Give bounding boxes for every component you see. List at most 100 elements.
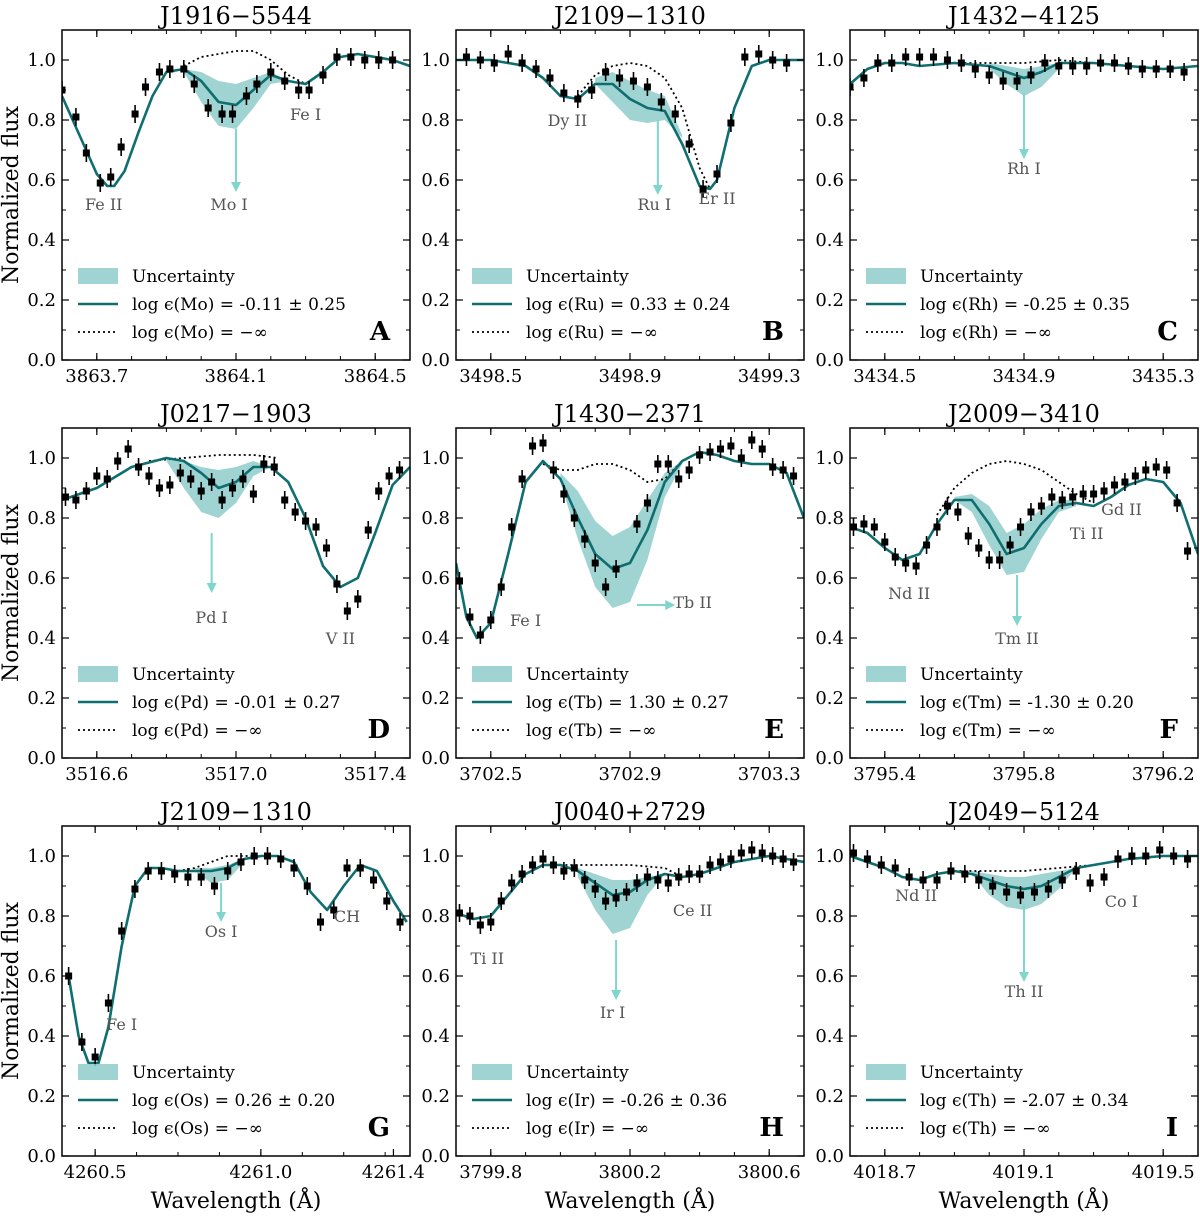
line-label: Ru I [637,195,671,214]
data-point [790,472,798,480]
data-point [643,499,651,507]
legend-uncertainty: Uncertainty [132,665,235,685]
line-arrow-head [1012,616,1023,626]
y-tick-label: 0.0 [27,748,56,769]
y-tick-label: 0.0 [27,1146,56,1167]
data-point [783,59,791,67]
data-point [737,849,745,857]
data-point [716,858,724,866]
panel-letter: I [1166,1113,1178,1143]
data-point [1006,541,1014,549]
x-tick-label: 4019.1 [993,1162,1056,1183]
data-point [671,110,679,118]
data-point [1100,873,1108,881]
data-point [779,466,787,474]
legend-fit: log ϵ(Th) = -2.07 ± 0.34 [920,1091,1129,1111]
y-tick-label: 0.2 [421,290,450,311]
data-point [267,68,275,76]
data-point [870,523,878,531]
x-axis-title: Wavelength (Å) [545,1186,716,1214]
y-tick-label: 0.4 [27,628,56,649]
data-point [144,867,152,875]
data-point [549,466,557,474]
data-point [1041,59,1049,67]
data-point [591,885,599,893]
data-point [696,451,704,459]
data-point [1184,547,1192,555]
panel-i: Nd II Th II Co I 0.0 0.2 0.4 0.6 0.8 1.0 4018.7 40… [815,798,1199,1183]
legend-swatch-uncertainty [78,666,118,682]
panel-title: J2049−5124 [945,798,1100,826]
y-tick-label: 1.0 [27,448,56,469]
data-point [72,496,80,504]
legend-swatch-uncertainty [472,268,512,284]
legend-uncertainty: Uncertainty [920,267,1023,287]
data-point [727,119,735,127]
y-tick-label: 0.2 [815,688,844,709]
data-point [1083,62,1091,70]
data-point [518,475,526,483]
null-abundance-line [954,858,1129,872]
y-tick-label: 0.6 [421,170,450,191]
y-tick-label: 1.0 [815,50,844,71]
data-point [755,50,763,58]
plot-area [65,847,408,1066]
y-tick-label: 0.0 [815,748,844,769]
y-tick-label: 0.4 [27,230,56,251]
data-point [218,110,226,118]
x-tick-label: 3796.2 [1132,764,1195,785]
data-point [1048,493,1056,501]
y-tick-label: 0.0 [421,748,450,769]
data-point [78,1038,86,1046]
y-tick-label: 1.0 [421,448,450,469]
data-point [616,74,624,82]
data-point [155,484,163,492]
line-label: Ir I [600,1003,625,1022]
data-point [497,583,505,591]
panel-e: Fe I Tb II 0.0 0.2 0.4 0.6 0.8 1.0 3702.5 3702.9 3… [421,400,805,785]
data-point [190,80,198,88]
data-point [290,864,298,872]
data-point [664,460,672,468]
data-point [570,864,578,872]
data-point [923,541,931,549]
y-tick-label: 0.4 [421,1026,450,1047]
data-point [171,870,179,878]
y-tick-label: 1.0 [27,50,56,71]
y-tick-label: 0.4 [421,230,450,251]
panel-title: J2109−1310 [157,798,312,826]
data-point [396,918,404,926]
data-point [253,80,261,88]
x-tick-label: 3517.4 [344,764,407,785]
data-point [985,556,993,564]
x-tick-label: 4019.5 [1132,1162,1195,1183]
data-point [1017,891,1025,899]
data-point [166,481,174,489]
line-arrow-head [216,912,227,922]
data-point [176,469,184,477]
line-label: Fe I [510,611,541,630]
data-point [504,50,512,58]
x-tick-label: 3799.8 [459,1162,522,1183]
data-point [532,65,540,73]
data-point [487,616,495,624]
line-label: Fe II [85,195,122,214]
data-point [131,885,139,893]
data-point [737,454,745,462]
data-point [1090,490,1098,498]
data-point [570,514,578,522]
line-arrow-head [231,182,241,192]
data-point [302,517,310,525]
line-arrow-head [1019,972,1029,982]
data-point [197,873,205,881]
data-point [466,613,474,621]
y-tick-label: 0.0 [27,350,56,371]
y-tick-label: 0.8 [27,110,56,131]
data-point [1086,879,1094,887]
data-point [629,77,637,85]
panel-letter: C [1157,317,1178,347]
data-point [741,53,749,61]
legend-fit: log ϵ(Os) = 0.26 ± 0.20 [132,1091,335,1111]
data-point [706,861,714,869]
y-tick-label: 0.8 [815,110,844,131]
